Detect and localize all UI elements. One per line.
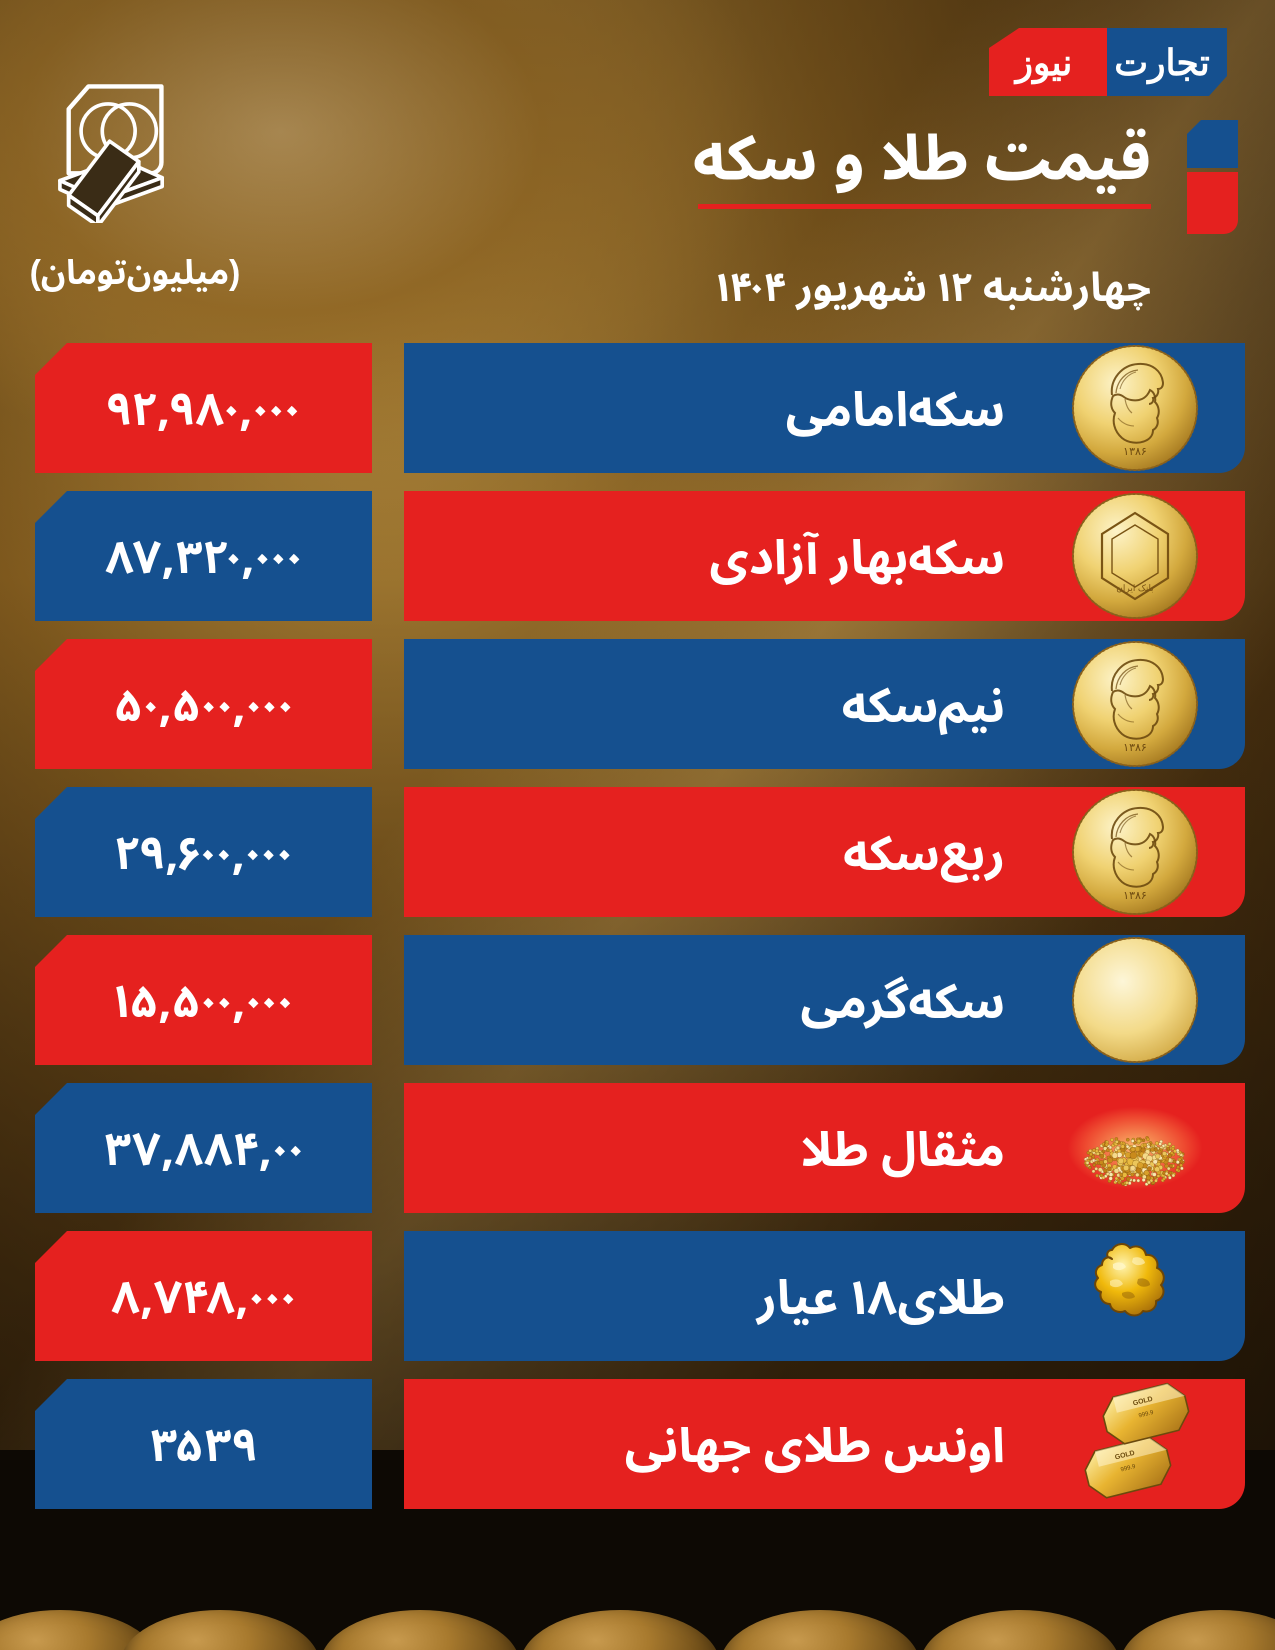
svg-text:تجارت: تجارت: [1114, 42, 1210, 85]
svg-text:نیوز: نیوز: [1013, 42, 1073, 85]
